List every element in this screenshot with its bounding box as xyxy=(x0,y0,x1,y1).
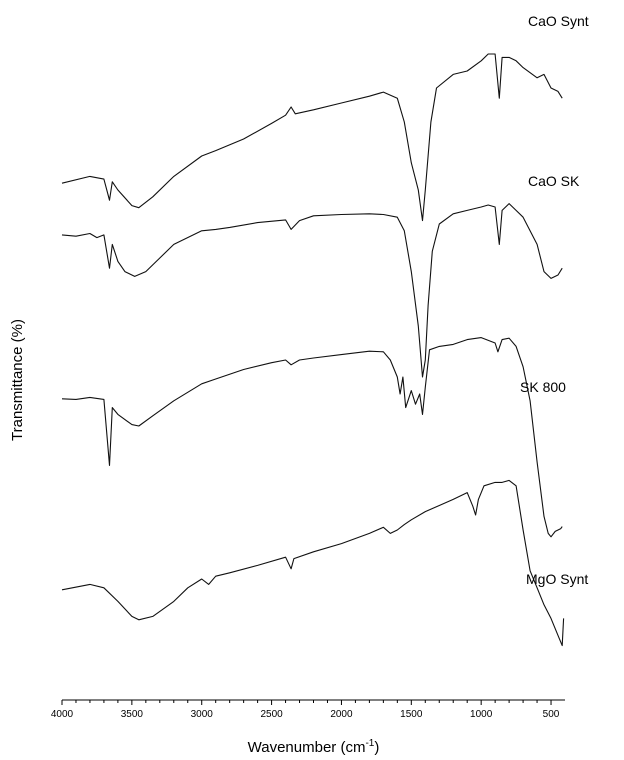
x-tick-label-1500: 1500 xyxy=(400,709,423,720)
series-label-sk-800: SK 800 xyxy=(520,379,566,395)
series-line-cao-synt xyxy=(61,53,563,222)
series-label-cao-synt: CaO Synt xyxy=(528,13,589,29)
x-axis-ticks: 4000 3500 3000 2500 2000 1500 1000 500 xyxy=(51,700,560,720)
x-axis-title-end: ) xyxy=(374,739,379,756)
series-layer xyxy=(61,53,565,647)
x-axis-title-sup: -1 xyxy=(365,738,374,749)
series-line-cao-sk xyxy=(61,203,563,378)
x-tick-label-500: 500 xyxy=(543,709,560,720)
series-label-layer: CaO Synt CaO SK SK 800 MgO Synt xyxy=(520,13,589,587)
x-tick-label-3000: 3000 xyxy=(191,709,214,720)
series-label-mgo-synt: MgO Synt xyxy=(526,571,588,587)
x-tick-label-4000: 4000 xyxy=(51,709,74,720)
series-label-cao-sk: CaO SK xyxy=(528,173,580,189)
x-tick-label-2500: 2500 xyxy=(260,709,283,720)
x-tick-label-2000: 2000 xyxy=(330,709,353,720)
x-axis-title-main: Wavenumber (cm xyxy=(248,739,366,756)
y-axis-title: Transmittance (%) xyxy=(9,319,26,441)
x-tick-label-3500: 3500 xyxy=(121,709,144,720)
x-tick-label-1000: 1000 xyxy=(470,709,493,720)
x-axis-title: Wavenumber (cm-1) xyxy=(248,738,380,756)
series-line-mgo-synt xyxy=(61,479,565,647)
series-line-sk-800 xyxy=(61,337,563,538)
